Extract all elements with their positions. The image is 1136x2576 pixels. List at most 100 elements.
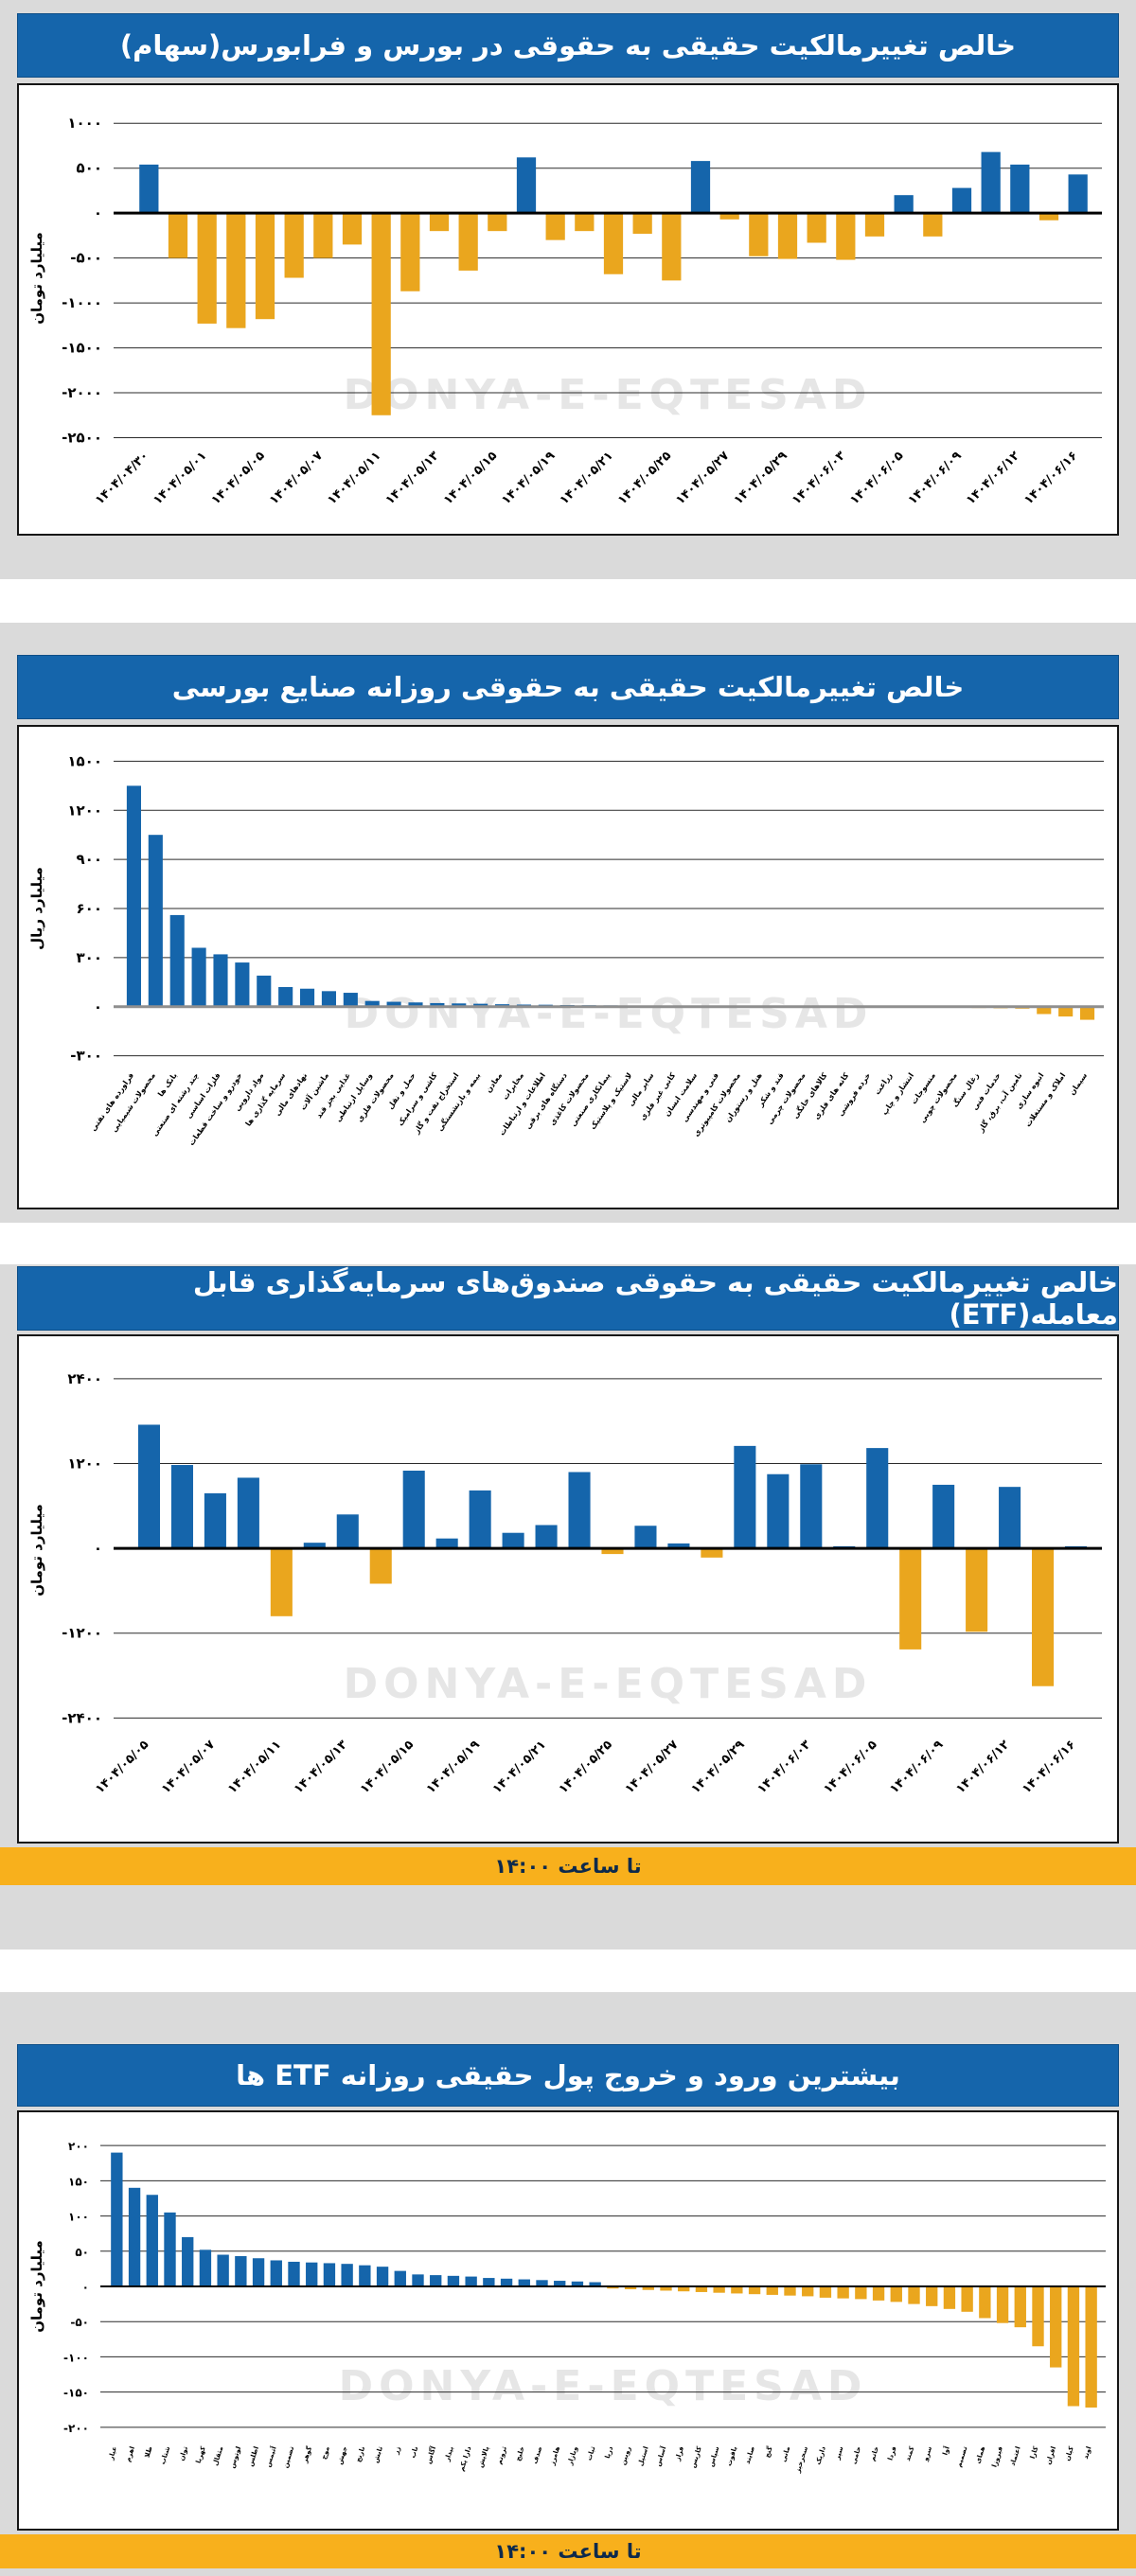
panel-stocks-title: خالص تغییرمالکیت حقیقی به حقوقی در بورس … <box>17 13 1119 78</box>
svg-text:۱۴۰۴/۰۵/۰۵: ۱۴۰۴/۰۵/۰۵ <box>209 449 268 507</box>
svg-text:صایند: صایند <box>744 2445 757 2465</box>
svg-text:اعتماد: اعتماد <box>1009 2445 1022 2466</box>
svg-text:میلیارد تومان: میلیارد تومان <box>28 2240 45 2333</box>
svg-text:آگاس: آگاس <box>424 2444 438 2464</box>
svg-text:۱۴۰۴/۰۵/۲۵: ۱۴۰۴/۰۵/۲۵ <box>557 1738 615 1796</box>
svg-text:۱۵۰۰: ۱۵۰۰ <box>67 752 102 769</box>
svg-text:۱۴۰۴/۰۵/۲۱: ۱۴۰۴/۰۵/۲۱ <box>558 449 616 507</box>
svg-text:-۵۰: -۵۰ <box>70 2316 89 2329</box>
panel-stocks-chart: DONYA-E-EQTESAD ۱۰۰۰ ۵۰۰ ۰ -۵۰۰ -۱۰۰۰ -۱۵۰۰ -۲۰… <box>17 83 1119 536</box>
svg-text:-۲۰۰: -۲۰۰ <box>63 2422 89 2435</box>
time-cutoff-strip-1: تا ساعت ۱۴:۰۰ <box>0 1847 1136 1885</box>
svg-text:۱۴۰۴/۰۵/۱۳: ۱۴۰۴/۰۵/۱۳ <box>292 1738 350 1796</box>
svg-text:۱۴۰۴/۰۵/۰۵: ۱۴۰۴/۰۵/۰۵ <box>93 1738 151 1796</box>
svg-text:۱۴۰۴/۰۶/۰۳: ۱۴۰۴/۰۶/۰۳ <box>790 449 848 507</box>
svg-text:فردا: فردا <box>886 2445 897 2461</box>
svg-text:مثقال: مثقال <box>211 2445 224 2466</box>
svg-text:۱۴۰۴/۰۶/۰۹: ۱۴۰۴/۰۶/۰۹ <box>906 449 965 507</box>
svg-text:۱۴۰۴/۰۵/۰۷: ۱۴۰۴/۰۵/۰۷ <box>159 1738 218 1796</box>
panel-industries-chart: DONYA-E-EQTESAD ۱۵۰۰ ۱۲۰۰ ۹۰۰ ۶۰۰ ۳۰۰ ۰ -۳۰۰ میل… <box>17 725 1119 1209</box>
svg-text:میلیارد تومان: میلیارد تومان <box>28 232 45 325</box>
svg-text:خلیج: خلیج <box>514 2445 525 2462</box>
svg-text:خاتم: خاتم <box>868 2445 879 2461</box>
svg-text:۱۴۰۴/۰۵/۲۵: ۱۴۰۴/۰۵/۲۵ <box>615 449 674 507</box>
svg-text:۱۲۰۰: ۱۲۰۰ <box>67 802 102 819</box>
svg-text:۱۴۰۴/۰۶/۰۳: ۱۴۰۴/۰۶/۰۳ <box>754 1738 813 1796</box>
svg-text:گوهر: گوهر <box>300 2444 314 2464</box>
svg-text:DONYA-E-EQTESAD: DONYA-E-EQTESAD <box>345 990 874 1038</box>
svg-text:۱۴۰۴/۰۵/۰۷: ۱۴۰۴/۰۵/۰۷ <box>267 449 326 507</box>
bar-chart-svg: DONYA-E-EQTESAD ۲۴۰۰ ۱۲۰۰ ۰ -۱۲۰۰ -۲۴۰۰ میلیار… <box>28 1370 1102 1796</box>
svg-text:موج: موج <box>320 2445 331 2461</box>
svg-text:۱۴۰۴/۰۵/۱۳: ۱۴۰۴/۰۵/۱۳ <box>383 449 442 507</box>
divider-strip-3 <box>0 1950 1136 1992</box>
svg-text:۱۴۰۴/۰۶/۱۲: ۱۴۰۴/۰۶/۱۲ <box>953 1738 1012 1796</box>
svg-text:۰: ۰ <box>82 2281 89 2294</box>
svg-text:آتیمس: آتیمس <box>263 2444 278 2468</box>
svg-text:زر: زر <box>392 2445 401 2456</box>
svg-text:۰: ۰ <box>94 204 102 221</box>
svg-text:۱۴۰۴/۰۵/۱۹: ۱۴۰۴/۰۵/۱۹ <box>499 449 558 507</box>
svg-text:فیروزا: فیروزا <box>990 2445 1004 2468</box>
svg-text:جهش: جهش <box>336 2445 349 2465</box>
svg-text:محصولات چرمی: محصولات چرمی <box>765 1071 807 1126</box>
svg-text:فراز: فراز <box>673 2445 685 2462</box>
svg-text:۱۴۰۴/۰۵/۱۵: ۱۴۰۴/۰۵/۱۵ <box>358 1738 417 1796</box>
svg-text:۶۰۰: ۶۰۰ <box>77 900 102 917</box>
svg-text:زراعت: زراعت <box>873 1071 894 1097</box>
svg-text:۰: ۰ <box>94 1540 102 1557</box>
svg-text:کاشی و سرامیک: کاشی و سرامیک <box>396 1071 439 1128</box>
svg-text:-۵۰۰: -۵۰۰ <box>70 250 102 267</box>
bar-chart-svg: DONYA-E-EQTESAD ۲۰۰ ۱۵۰ ۱۰۰ ۵۰ ۰ -۵۰ -۱۰۰ -۱۵۰ -۲… <box>28 2140 1106 2475</box>
svg-text:نارنج: نارنج <box>354 2445 366 2463</box>
svg-text:۱۴۰۴/۰۶/۰۵: ۱۴۰۴/۰۶/۰۵ <box>821 1738 879 1796</box>
svg-text:-۱۰۰۰: -۱۰۰۰ <box>62 294 102 311</box>
svg-text:۱۴۰۴/۰۵/۲۱: ۱۴۰۴/۰۵/۲۱ <box>490 1738 549 1796</box>
svg-text:۱۴۰۴/۰۵/۲۹: ۱۴۰۴/۰۵/۲۹ <box>732 449 790 507</box>
svg-text:هامرز: هامرز <box>548 2445 561 2467</box>
svg-text:۵۰: ۵۰ <box>75 2246 89 2259</box>
svg-text:۱۴۰۴/۰۴/۳۰: ۱۴۰۴/۰۴/۳۰ <box>93 449 151 507</box>
svg-text:املاک و مستغلات: املاک و مستغلات <box>1023 1071 1067 1129</box>
svg-text:تابش: تابش <box>372 2445 384 2464</box>
svg-text:کاریس: کاریس <box>689 2444 703 2468</box>
svg-text:لوتوس: لوتوس <box>228 2445 242 2469</box>
panel-etf-net-chart: DONYA-E-EQTESAD ۲۴۰۰ ۱۲۰۰ ۰ -۱۲۰۰ -۲۴۰۰ میلیار… <box>17 1334 1119 1844</box>
svg-text:بیدار: بیدار <box>443 2445 455 2463</box>
svg-text:سپاس: سپاس <box>707 2445 720 2468</box>
svg-text:۱۴۰۴/۰۶/۰۹: ۱۴۰۴/۰۶/۰۹ <box>887 1738 946 1796</box>
divider-strip-2 <box>0 1223 1136 1264</box>
svg-text:مانی: مانی <box>780 2445 792 2462</box>
panel-etf-flows-chart: DONYA-E-EQTESAD ۲۰۰ ۱۵۰ ۱۰۰ ۵۰ ۰ -۵۰ -۱۰۰ -۱۵۰ -۲… <box>17 2110 1119 2531</box>
svg-text:ثروتم: ثروتم <box>495 2445 508 2465</box>
svg-text:پیمانکاری صنعتی: پیمانکاری صنعتی <box>569 1071 612 1128</box>
svg-text:تصمیم: تصمیم <box>955 2445 969 2468</box>
svg-text:۹۰۰: ۹۰۰ <box>77 851 102 868</box>
svg-text:معادن: معادن <box>484 1071 504 1094</box>
svg-text:حامی: حامی <box>850 2445 863 2465</box>
svg-text:پالایش: پالایش <box>477 2445 491 2469</box>
svg-text:طلا: طلا <box>143 2445 153 2459</box>
svg-text:شتاب: شتاب <box>159 2445 172 2465</box>
svg-text:-۲۰۰۰: -۲۰۰۰ <box>62 384 102 401</box>
panel-etf-net-title: خالص تغییرمالکیت حقیقی به حقوقی صندوق‌ها… <box>17 1266 1119 1331</box>
svg-text:DONYA-E-EQTESAD: DONYA-E-EQTESAD <box>339 2362 868 2410</box>
svg-text:۱۴۰۴/۰۵/۱۱: ۱۴۰۴/۰۵/۱۱ <box>225 1738 284 1796</box>
svg-text:عیار: عیار <box>107 2445 118 2461</box>
svg-text:سرو: سرو <box>921 2445 933 2462</box>
svg-text:محصولات کاغذی: محصولات کاغذی <box>548 1071 591 1127</box>
svg-text:۳۰۰: ۳۰۰ <box>77 949 102 966</box>
svg-text:ناب: ناب <box>409 2445 420 2460</box>
svg-text:کارا: کارا <box>1029 2444 1040 2460</box>
svg-text:داریک: داریک <box>814 2445 827 2466</box>
svg-text:۱۴۰۴/۰۵/۰۱: ۱۴۰۴/۰۵/۰۱ <box>151 449 209 507</box>
svg-text:همای: همای <box>974 2445 986 2464</box>
svg-text:۱۰۰۰: ۱۰۰۰ <box>67 115 102 132</box>
svg-text:یاقوت: یاقوت <box>725 2445 738 2467</box>
svg-text:۲۰۰: ۲۰۰ <box>68 2140 89 2153</box>
svg-text:سپر: سپر <box>833 2445 844 2461</box>
panel-etf-flows-title: بیشترین ورود و خروج پول حقیقی روزانه ETF… <box>17 2044 1119 2107</box>
svg-text:۱۴۰۴/۰۵/۱۵: ۱۴۰۴/۰۵/۱۵ <box>441 449 500 507</box>
svg-text:توان: توان <box>178 2445 189 2461</box>
